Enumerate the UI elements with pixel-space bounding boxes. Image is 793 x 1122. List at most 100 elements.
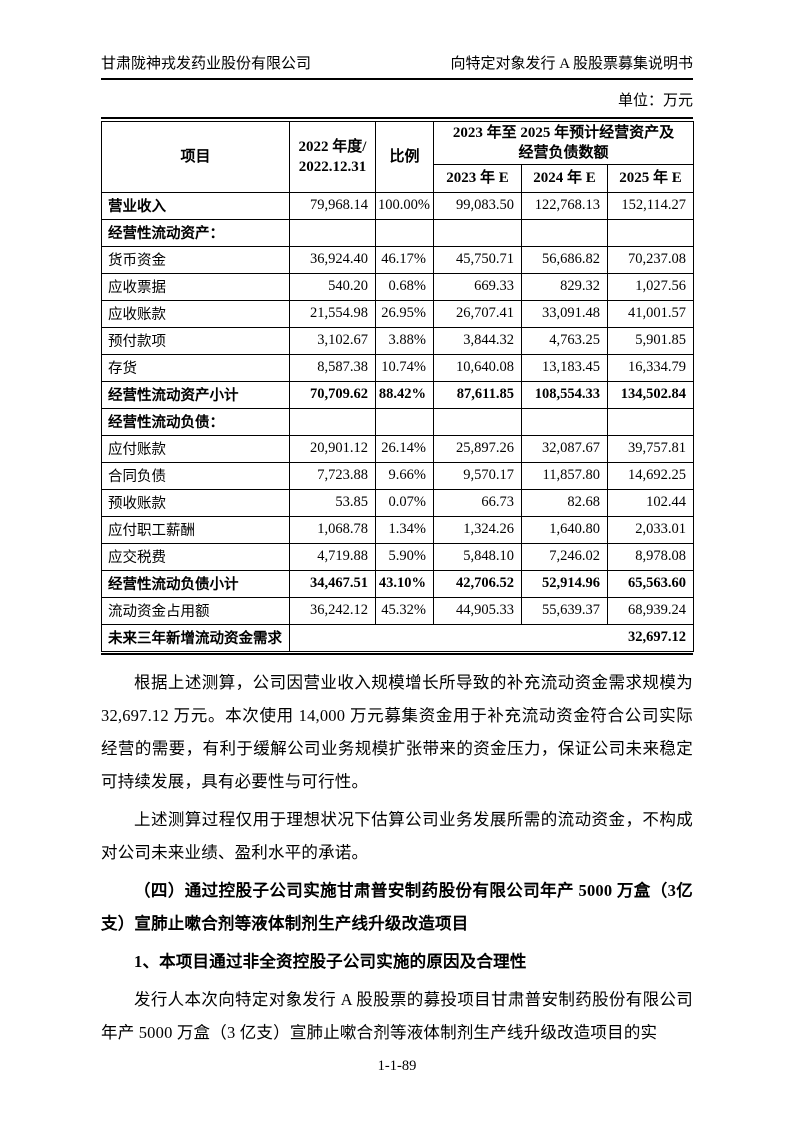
row-value (433, 407, 522, 436)
row-value: 108,554.33 (521, 380, 608, 409)
row-value: 25,897.26 (433, 434, 522, 463)
row-value: 41,001.57 (606, 299, 695, 328)
col-header-item: 项目 (101, 120, 290, 193)
row-value (433, 218, 522, 247)
row-value: 1,324.26 (433, 515, 522, 544)
row-value: 53.85 (289, 488, 376, 517)
row-value: 9.66% (375, 461, 434, 490)
row-value: 46.17% (375, 245, 434, 274)
row-label: 流动资金占用额 (101, 596, 290, 625)
row-value: 34,467.51 (289, 569, 376, 598)
row-value: 0.68% (375, 272, 434, 301)
row-value: 39,757.81 (606, 434, 695, 463)
row-value (289, 218, 376, 247)
running-header: 甘肃陇神戎发药业股份有限公司 向特定对象发行 A 股股票募集说明书 (101, 52, 693, 80)
row-value: 5,848.10 (433, 542, 522, 571)
row-value: 56,686.82 (521, 245, 608, 274)
row-value (375, 218, 434, 247)
row-value: 1,640.80 (521, 515, 608, 544)
row-value: 1,068.78 (289, 515, 376, 544)
row-value: 68,939.24 (606, 596, 695, 625)
col-header-2023e: 2023 年 E (433, 163, 522, 193)
financial-table-wrapper: 项目 2022 年度/ 2022.12.31 比例 2023 年至 2025 年… (101, 117, 695, 655)
row-value: 540.20 (289, 272, 376, 301)
page-content: 甘肃陇神戎发药业股份有限公司 向特定对象发行 A 股股票募集说明书 单位：万元 … (101, 0, 695, 1077)
table-row: 经营性流动资产小计 70,709.62 88.42% 87,611.85 108,554… (101, 380, 695, 409)
table-header-row-2: 2023 年 E 2024 年 E 2025 年 E (102, 163, 695, 193)
row-label: 应交税费 (101, 542, 290, 571)
row-value: 152,114.27 (606, 191, 695, 220)
row-value: 8,978.08 (606, 542, 695, 571)
row-value: 36,242.12 (289, 596, 376, 625)
row-value: 669.33 (433, 272, 522, 301)
row-value (606, 218, 695, 247)
row-label: 应付账款 (101, 434, 290, 463)
row-merged-value: 32,697.12 (288, 623, 695, 652)
row-value: 10,640.08 (433, 353, 522, 382)
col-header-forecast-group: 2023 年至 2025 年预计经营资产及 经营负债数额 (432, 120, 695, 165)
table-row: 经营性流动负债小计 34,467.51 43.10% 42,706.52 52,914.… (101, 569, 695, 598)
row-label: 未来三年新增流动资金需求 (101, 623, 290, 652)
row-value (521, 407, 608, 436)
row-value: 87,611.85 (433, 380, 522, 409)
table-row: 应交税费 4,719.88 5.90% 5,848.10 7,246.02 8,978.0… (101, 542, 695, 571)
row-value: 55,639.37 (521, 596, 608, 625)
table-row: 流动资金占用额 36,242.12 45.32% 44,905.33 55,639.37… (101, 596, 695, 625)
row-value: 4,763.25 (521, 326, 608, 355)
col-header-2022: 2022 年度/ 2022.12.31 (289, 120, 376, 193)
table-row: 经营性流动负债： (101, 407, 695, 436)
row-value: 26,707.41 (433, 299, 522, 328)
page-number: 1-1-89 (377, 1058, 417, 1074)
financial-table: 项目 2022 年度/ 2022.12.31 比例 2023 年至 2025 年… (101, 120, 695, 652)
table-row: 营业收入 79,968.14 100.00% 99,083.50 122,768.13 1… (101, 191, 695, 220)
row-value: 0.07% (375, 488, 434, 517)
row-value: 45.32% (375, 596, 434, 625)
table-row: 应付账款 20,901.12 26.14% 25,897.26 32,087.67 39,… (101, 434, 695, 463)
row-value: 70,237.08 (606, 245, 695, 274)
col-header-2025e: 2025 年 E (606, 163, 695, 193)
table-row: 应收票据 540.20 0.68% 669.33 829.32 1,027.56 (101, 272, 695, 301)
table-row: 应付职工薪酬 1,068.78 1.34% 1,324.26 1,640.80 2,033… (101, 515, 695, 544)
table-header: 项目 2022 年度/ 2022.12.31 比例 2023 年至 2025 年… (101, 120, 695, 193)
paragraph-working-capital-need: 根据上述测算，公司因营业收入规模增长所导致的补充流动资金需求规模为 32,697… (101, 673, 693, 791)
section-heading-4: （四）通过控股子公司实施甘肃普安制药股份有限公司年产 5000 万盒（3亿支）宣… (101, 881, 693, 933)
row-value: 70,709.62 (289, 380, 376, 409)
subsection-heading-1: 1、本项目通过非全资控股子公司实施的原因及合理性 (134, 952, 527, 971)
row-value: 11,857.80 (521, 461, 608, 490)
row-label: 经营性流动资产： (101, 218, 290, 247)
row-value: 21,554.98 (289, 299, 376, 328)
unit-label: 单位：万元 (617, 93, 693, 109)
row-value: 5.90% (375, 542, 434, 571)
row-label: 经营性流动负债小计 (101, 569, 290, 598)
row-value: 9,570.17 (433, 461, 522, 490)
row-label: 货币资金 (101, 245, 290, 274)
row-label: 经营性流动资产小计 (101, 380, 290, 409)
row-label: 应收账款 (101, 299, 290, 328)
table-row: 货币资金 36,924.40 46.17% 45,750.71 56,686.82 70,… (101, 245, 695, 274)
row-value: 33,091.48 (521, 299, 608, 328)
row-value (289, 407, 376, 436)
body-text: 根据上述测算，公司因营业收入规模增长所导致的补充流动资金需求规模为 32,697… (101, 666, 693, 1049)
table-row: 存货 8,587.38 10.74% 10,640.08 13,183.45 16,334… (101, 353, 695, 382)
row-label: 存货 (101, 353, 290, 382)
company-name: 甘肃陇神戎发药业股份有限公司 (101, 56, 312, 72)
table-row: 经营性流动资产： (101, 218, 695, 247)
row-value: 1.34% (375, 515, 434, 544)
row-value: 16,334.79 (606, 353, 695, 382)
table-header-row-1: 项目 2022 年度/ 2022.12.31 比例 2023 年至 2025 年… (101, 120, 695, 193)
row-value: 102.44 (606, 488, 695, 517)
row-value (521, 218, 608, 247)
table-row: 应收账款 21,554.98 26.95% 26,707.41 33,091.48 41,… (101, 299, 695, 328)
row-value (375, 407, 434, 436)
row-value: 7,723.88 (289, 461, 376, 490)
row-value: 32,087.67 (521, 434, 608, 463)
row-value: 3,844.32 (433, 326, 522, 355)
row-label: 经营性流动负债： (101, 407, 290, 436)
row-label: 预付款项 (101, 326, 290, 355)
row-value: 99,083.50 (433, 191, 522, 220)
row-value: 3,102.67 (289, 326, 376, 355)
row-label: 应付职工薪酬 (101, 515, 290, 544)
row-value: 79,968.14 (289, 191, 376, 220)
row-value: 65,563.60 (606, 569, 695, 598)
row-value: 66.73 (433, 488, 522, 517)
